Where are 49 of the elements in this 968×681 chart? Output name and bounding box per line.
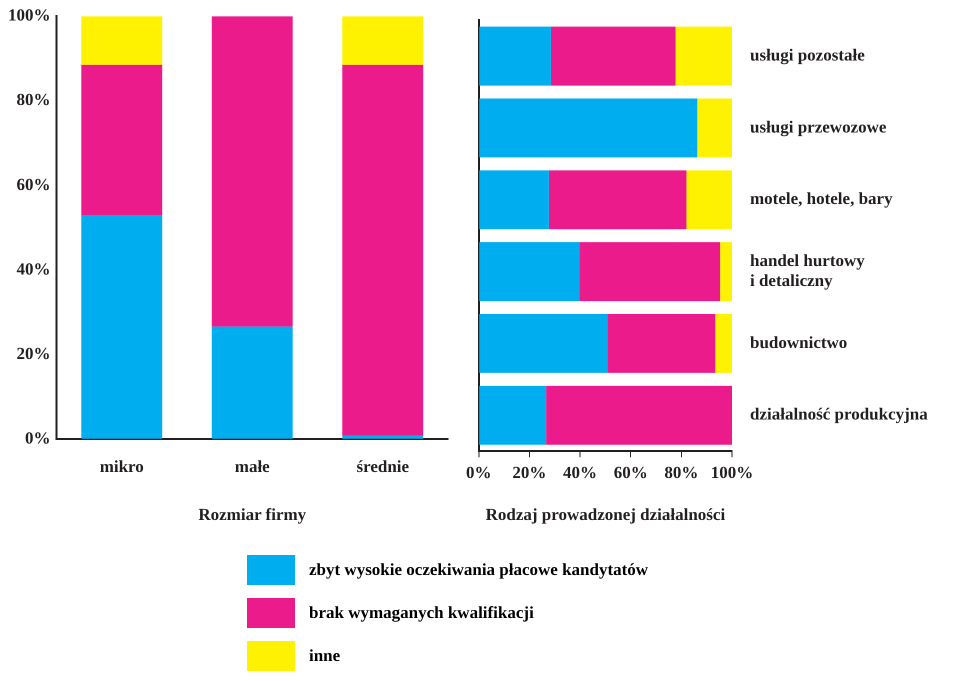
bar bbox=[607, 314, 716, 373]
bar bbox=[479, 98, 698, 158]
bar bbox=[715, 314, 732, 373]
x-tick-label: 20% bbox=[512, 462, 546, 482]
x-axis-title: Rodzaj prowadzonej działalności bbox=[486, 505, 726, 524]
x-tick-label: średnie bbox=[356, 456, 410, 476]
bar bbox=[479, 26, 551, 86]
bar bbox=[342, 16, 424, 65]
bar bbox=[479, 386, 546, 445]
x-axis-title: Rozmiar firmy bbox=[198, 505, 307, 524]
bar bbox=[212, 16, 293, 327]
x-tick-label: 60% bbox=[614, 462, 648, 482]
bar bbox=[580, 242, 720, 302]
y-tick-label: usługi pozostałe bbox=[750, 46, 866, 65]
y-tick-label: motele, hotele, bary bbox=[750, 189, 894, 208]
bar bbox=[550, 26, 676, 86]
y-tick-label: 0% bbox=[25, 428, 50, 448]
bar bbox=[546, 386, 732, 445]
bar bbox=[548, 170, 686, 230]
bar bbox=[720, 242, 732, 302]
y-tick-label: 100% bbox=[8, 6, 50, 25]
bar bbox=[676, 26, 732, 86]
bar bbox=[479, 170, 549, 230]
y-tick-label: 40% bbox=[16, 259, 50, 278]
legend-label: brak wymaganych kwalifikacji bbox=[309, 602, 534, 622]
x-tick-label: mikro bbox=[100, 456, 144, 476]
y-tick-label: budownictwo bbox=[750, 332, 848, 352]
bar bbox=[686, 170, 732, 230]
y-tick-label: usługi przewozowe bbox=[750, 117, 887, 136]
y-tick-label: 80% bbox=[16, 90, 50, 110]
x-tick-label: 100% bbox=[710, 462, 754, 482]
legend-label: zbyt wysokie oczekiwania płacowe kandytatów bbox=[309, 560, 648, 580]
x-tick-label: 40% bbox=[563, 462, 598, 482]
x-tick-label: 80% bbox=[664, 462, 698, 482]
bar bbox=[479, 314, 608, 373]
x-tick-label: małe bbox=[234, 456, 270, 476]
bar bbox=[342, 64, 424, 436]
y-tick-label: handel hurtowy i detaliczny bbox=[750, 250, 866, 290]
y-tick-label: 60% bbox=[16, 174, 50, 194]
bar bbox=[479, 242, 580, 302]
legend-label: inne bbox=[309, 646, 340, 666]
y-tick-label: 20% bbox=[16, 344, 50, 363]
x-tick-label: 0% bbox=[466, 462, 492, 482]
bar bbox=[81, 64, 162, 216]
bar bbox=[212, 326, 293, 439]
y-tick-label: działalność produkcyjna bbox=[750, 404, 928, 424]
bar bbox=[697, 98, 732, 158]
bar bbox=[81, 215, 162, 439]
bar bbox=[81, 16, 162, 65]
